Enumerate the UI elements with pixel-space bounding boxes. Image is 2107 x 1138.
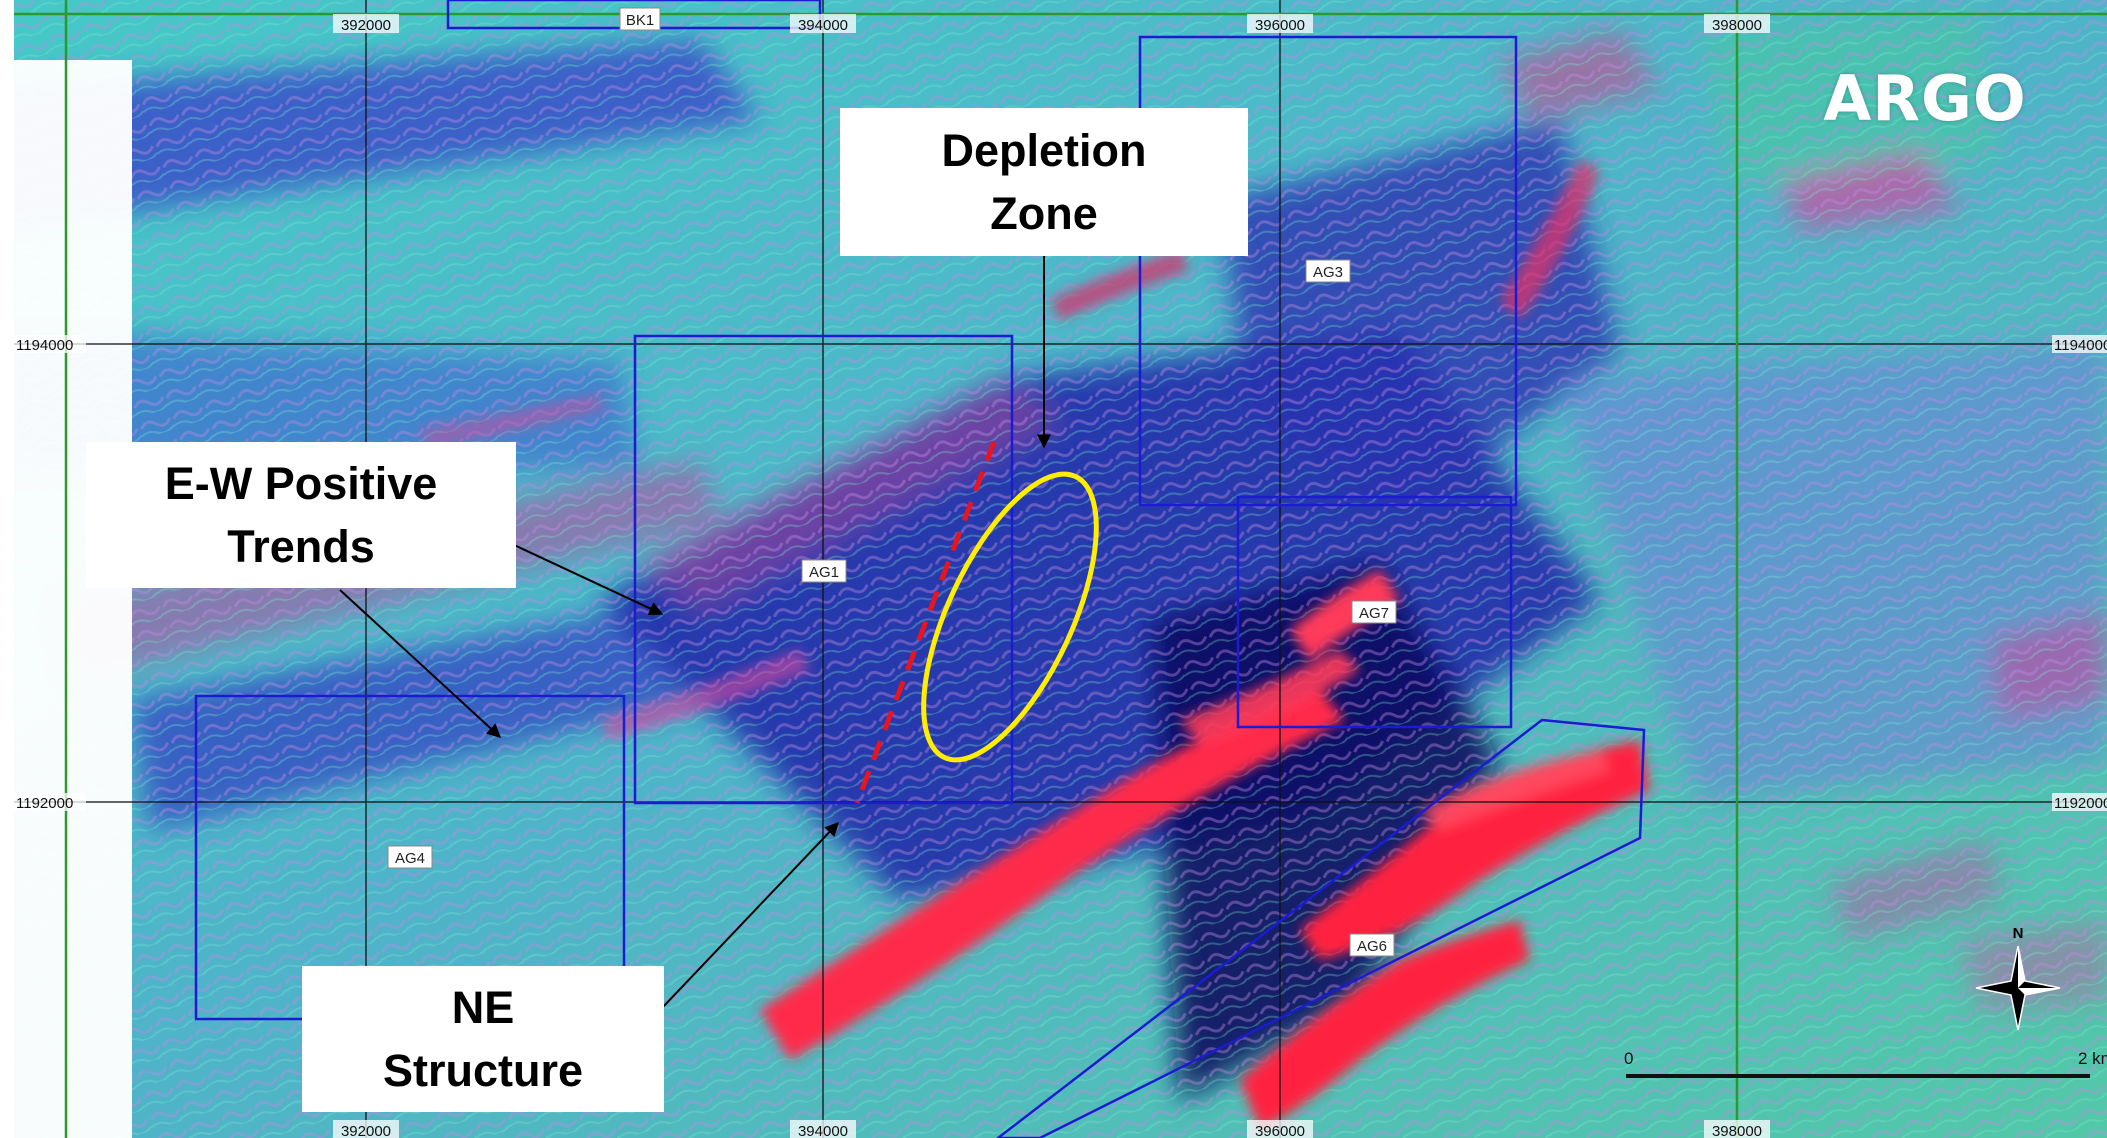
block-ag1-outline (633, 334, 1014, 805)
north-arrow: N (1975, 925, 2061, 1031)
ne-structure-arrow (661, 821, 839, 1009)
block-label-ag6: AG6 (1357, 938, 1387, 955)
ne-structure-line-1: NE (451, 982, 515, 1033)
easting-tick-bottom-2: 394000 (798, 1123, 848, 1138)
easting-tick-bottom-4: 398000 (1712, 1123, 1762, 1138)
block-outlines (194, 0, 1646, 1138)
ew-trends-arrow-1 (511, 543, 664, 616)
ew-trends-line-1: E-W Positive (164, 458, 438, 509)
argo-logo: ARGO (1823, 62, 2027, 135)
ew-trends-line-2: Trends (227, 521, 375, 572)
block-label-ag3: AG3 (1313, 264, 1343, 281)
easting-tick-bottom-1: 392000 (341, 1123, 391, 1138)
easting-tick-bottom-3: 396000 (1255, 1123, 1305, 1138)
block-ag3-outline (1138, 35, 1518, 507)
ne-structure-callout: NE Structure (302, 966, 664, 1112)
depletion-zone-line-2: Zone (990, 188, 1098, 239)
easting-tick-top-2: 394000 (798, 17, 848, 34)
northing-tick-left-2: 1192000 (16, 795, 73, 812)
tick-labels: 392000 394000 396000 398000 392000 39400… (14, 14, 2107, 1138)
depletion-zone-line-1: Depletion (941, 125, 1147, 176)
north-arrow-label: N (2013, 925, 2024, 942)
scale-bar-end: 2 km (2078, 1049, 2107, 1068)
scale-bar: 0 2 km (1624, 1049, 2107, 1078)
depletion-zone-callout: Depletion Zone (840, 108, 1248, 256)
easting-tick-top-3: 396000 (1255, 17, 1305, 34)
block-label-ag7: AG7 (1359, 605, 1389, 622)
northing-tick-right-2: 1192000 (2054, 795, 2107, 812)
ew-trends-callout: E-W Positive Trends (86, 442, 516, 588)
block-label-ag1: AG1 (809, 564, 839, 581)
northing-tick-right-1: 1194000 (2054, 337, 2107, 354)
block-ag7-outline (1236, 495, 1513, 729)
depletion-zone-ellipse (921, 471, 1099, 763)
easting-tick-top-4: 398000 (1712, 17, 1762, 34)
scale-bar-start: 0 (1624, 1049, 1633, 1068)
ne-structure-line (854, 441, 997, 804)
block-label-bk1: BK1 (626, 12, 654, 29)
ew-trends-arrow-2 (339, 589, 502, 738)
block-label-ag4: AG4 (395, 850, 425, 867)
northing-tick-left-1: 1194000 (16, 337, 73, 354)
easting-tick-top-1: 392000 (341, 17, 391, 34)
block-ag6-outline (995, 718, 1646, 1138)
ne-structure-line-2: Structure (382, 1045, 584, 1096)
block-labels: BK1 AG3 AG1 AG7 AG4 AG6 (387, 7, 1397, 957)
